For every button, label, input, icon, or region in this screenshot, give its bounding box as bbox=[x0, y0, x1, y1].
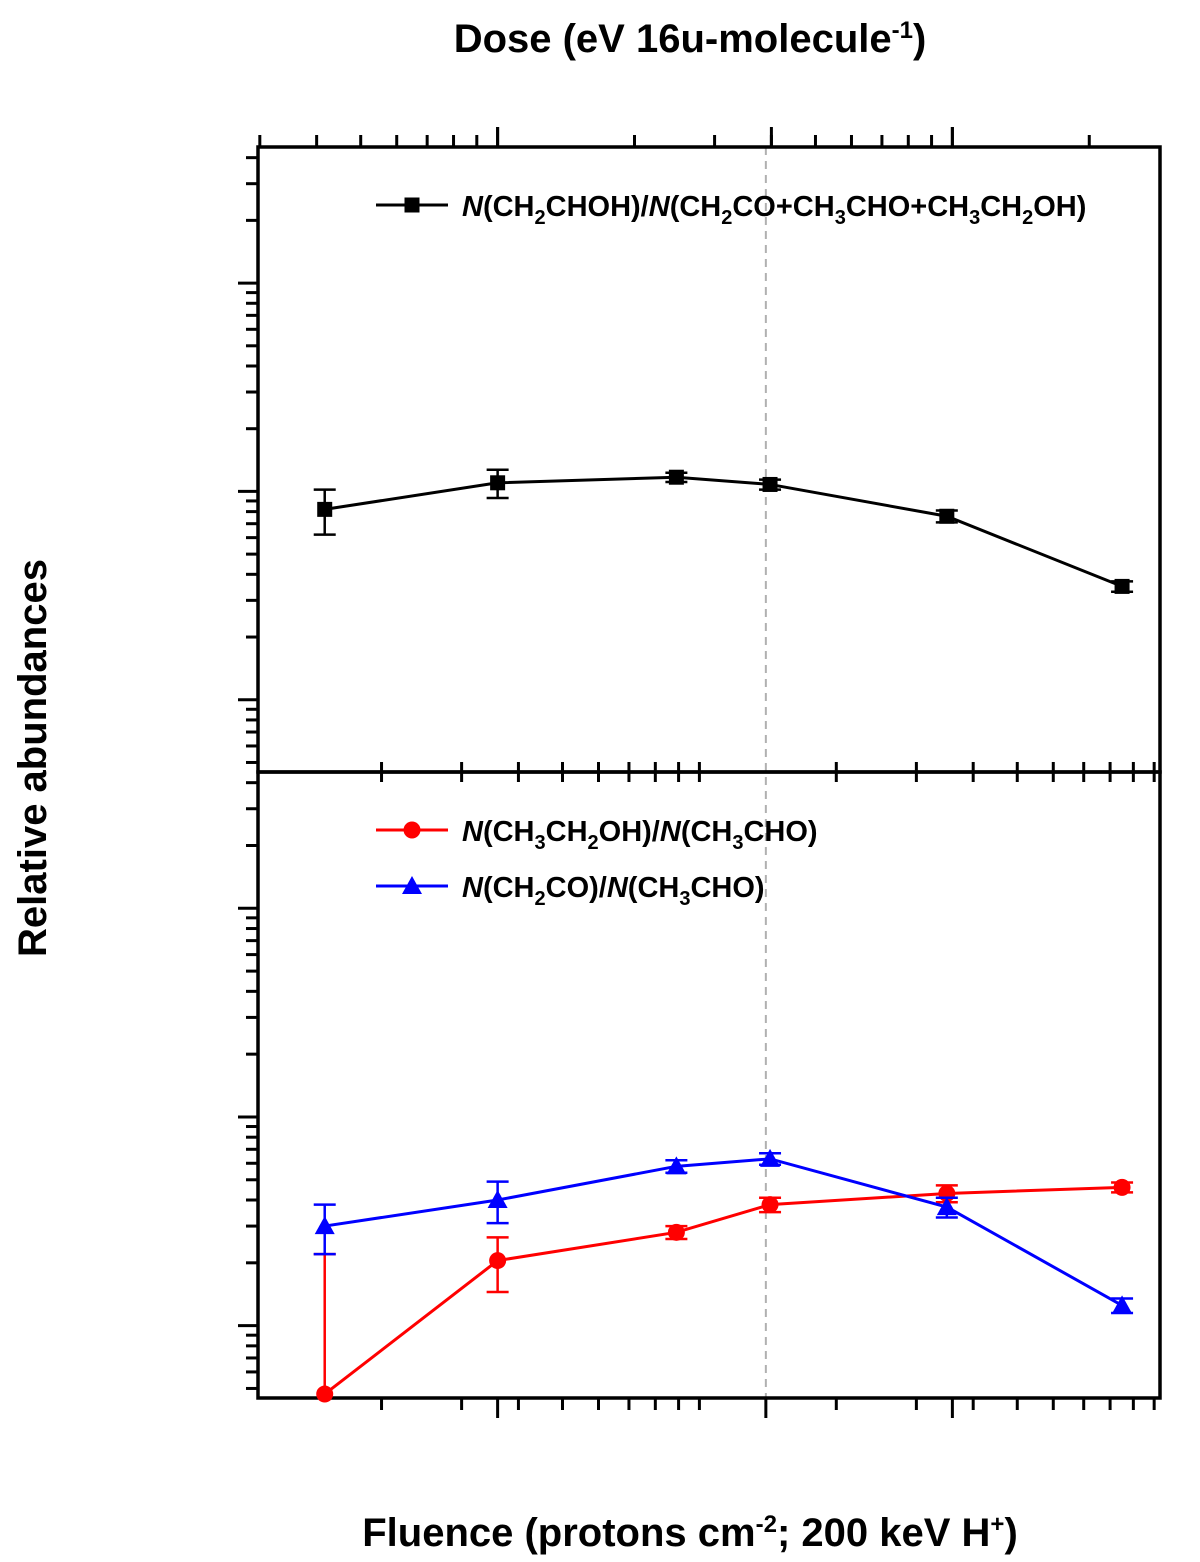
legend-segment: CH bbox=[546, 816, 588, 848]
data-point-square bbox=[668, 469, 684, 485]
bottom-axis-title: Fluence (protons cm-2; 200 keV H+) bbox=[362, 1511, 1018, 1555]
data-point-square bbox=[762, 476, 778, 492]
legend-segment: OH)/ bbox=[599, 816, 660, 848]
legend-segment: (CH bbox=[483, 872, 535, 904]
legend-segment: N bbox=[660, 816, 682, 848]
y-axis-title: Relative abundances bbox=[11, 559, 55, 957]
panel-b-frame bbox=[256, 770, 1162, 1400]
legend-segment: CH bbox=[980, 191, 1022, 223]
legend-segment: N bbox=[462, 872, 484, 904]
data-point-circle bbox=[316, 1385, 334, 1403]
legend-segment: OH) bbox=[1033, 191, 1086, 223]
data-point-triangle bbox=[936, 1197, 957, 1216]
subscript: 3 bbox=[679, 888, 690, 910]
legend-segment: CHO) bbox=[743, 816, 817, 848]
subscript: 2 bbox=[721, 207, 732, 229]
legend-segment: CO+CH bbox=[732, 191, 834, 223]
legend-marker-triangle bbox=[402, 876, 422, 894]
legend-text-a-0: N(CH2CHOH)/N(CH2CO+CH3CHO+CH3CH2OH) bbox=[462, 191, 1086, 229]
legend-segment: CHOH)/ bbox=[546, 191, 649, 223]
data-point-circle bbox=[761, 1196, 779, 1214]
legend-segment: CO)/ bbox=[546, 872, 607, 904]
data-point-triangle bbox=[487, 1190, 508, 1209]
data-point-circle bbox=[1113, 1178, 1131, 1196]
legend-text-b-0: N(CH3CH2OH)/N(CH3CHO) bbox=[462, 816, 818, 854]
subscript: 2 bbox=[1022, 207, 1033, 229]
subscript: 3 bbox=[969, 207, 980, 229]
subscript: 2 bbox=[588, 832, 599, 854]
series-line-a-0 bbox=[324, 475, 1123, 588]
subscript: 3 bbox=[835, 207, 846, 229]
data-point-triangle bbox=[760, 1148, 781, 1167]
series-line-b-1 bbox=[324, 1157, 1123, 1307]
legend-marker-circle bbox=[403, 821, 421, 839]
data-point-triangle bbox=[666, 1156, 687, 1175]
subscript: 3 bbox=[535, 832, 546, 854]
data-point-triangle bbox=[314, 1216, 335, 1235]
data-point-square bbox=[317, 501, 333, 517]
subscript: 3 bbox=[732, 832, 743, 854]
top-axis-title: Dose (eV 16u-molecule-1) bbox=[454, 17, 927, 61]
subscript: 2 bbox=[535, 888, 546, 910]
legend-segment: CHO+CH bbox=[846, 191, 969, 223]
legend-marker-square bbox=[404, 197, 420, 213]
legend-segment: N bbox=[462, 191, 484, 223]
legend-segment: N bbox=[649, 191, 671, 223]
legend-segment: (CH bbox=[483, 191, 535, 223]
legend-segment: (CH bbox=[483, 816, 535, 848]
legend-segment: CHO) bbox=[690, 872, 764, 904]
legend-segment: N bbox=[607, 872, 629, 904]
legend-segment: (CH bbox=[681, 816, 733, 848]
data-point-triangle bbox=[1112, 1295, 1133, 1314]
subscript: 2 bbox=[535, 207, 546, 229]
data-point-square bbox=[939, 508, 955, 524]
legend-segment: N bbox=[462, 816, 484, 848]
data-point-circle bbox=[667, 1223, 685, 1241]
legend-text-b-1: N(CH2CO)/N(CH3CHO) bbox=[462, 872, 765, 910]
series-line-b-0 bbox=[323, 1185, 1123, 1396]
data-point-circle bbox=[489, 1252, 507, 1270]
plot-area: N(CH2CHOH)/N(CH2CO+CH3CHO+CH3CH2OH)N(CH3… bbox=[238, 127, 1162, 1418]
data-point-square bbox=[490, 475, 506, 491]
data-point-square bbox=[1114, 578, 1130, 594]
legend-segment: (CH bbox=[670, 191, 722, 223]
legend-segment: (CH bbox=[628, 872, 680, 904]
